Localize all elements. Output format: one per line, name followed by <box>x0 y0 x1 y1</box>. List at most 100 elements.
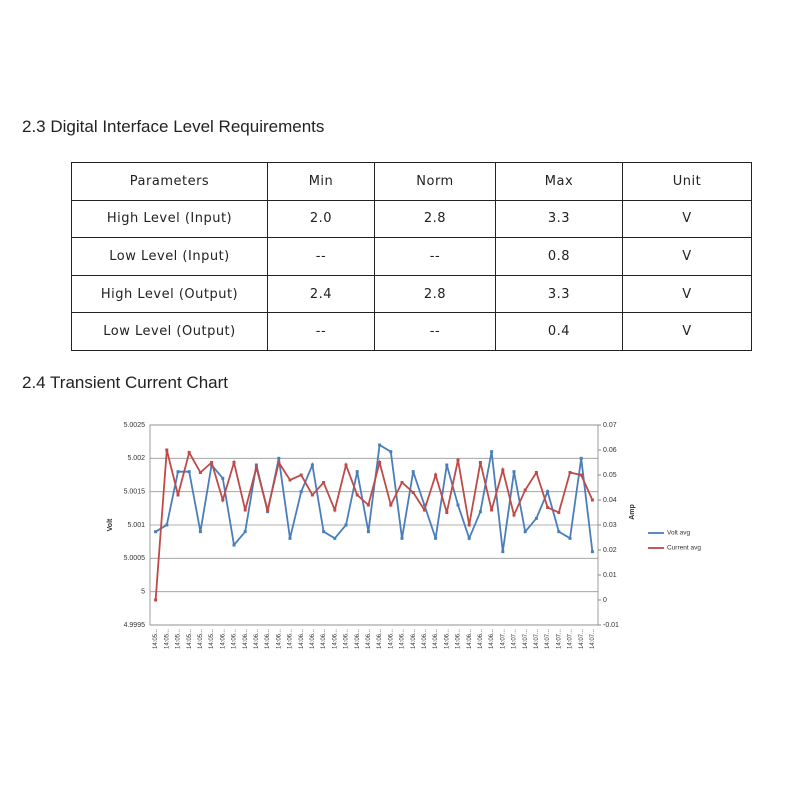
point-marker <box>322 530 326 534</box>
x-tick-label: 14:05... <box>198 629 204 649</box>
x-tick-label: 14:07... <box>534 629 540 649</box>
point-marker <box>467 523 471 527</box>
point-marker <box>411 470 415 474</box>
point-marker <box>445 511 449 514</box>
table-cell: -- <box>267 237 375 276</box>
point-marker <box>501 468 505 472</box>
point-marker <box>400 536 404 540</box>
x-tick-label: 14:06... <box>288 629 294 649</box>
y2-tick-label: 0.06 <box>603 447 617 454</box>
point-marker <box>187 470 191 474</box>
y-tick-label: 4.9995 <box>124 622 146 629</box>
point-marker <box>579 456 583 460</box>
x-tick-label: 14:07... <box>512 629 518 649</box>
point-marker <box>546 506 550 509</box>
x-tick-label: 14:05... <box>209 629 215 649</box>
point-marker <box>411 491 415 494</box>
point-marker <box>299 490 303 494</box>
section-title: 2.4 Transient Current Chart <box>22 373 228 392</box>
point-marker <box>523 488 527 492</box>
x-tick-label: 14:05... <box>164 629 170 649</box>
table-cell: Min <box>267 162 375 201</box>
point-marker <box>310 463 314 467</box>
point-marker <box>355 493 359 497</box>
x-tick-label: 14:06... <box>355 629 361 649</box>
x-tick-label: 14:07... <box>590 629 596 649</box>
table-cell: 2.4 <box>267 274 375 314</box>
point-marker <box>344 523 348 527</box>
point-marker <box>221 498 225 502</box>
point-marker <box>490 508 494 512</box>
x-tick-label: 14:06... <box>321 629 327 649</box>
table-cell: 2.0 <box>267 199 375 239</box>
x-tick-label: 14:06... <box>467 629 473 649</box>
table-row: High Level (Input) 2.0 2.8 3.3 V <box>71 199 752 239</box>
point-marker <box>154 530 158 534</box>
point-marker <box>232 461 236 464</box>
table-cell: 3.3 <box>495 274 623 314</box>
point-marker <box>422 508 426 512</box>
point-marker <box>333 536 337 540</box>
table-cell: 2.8 <box>374 199 496 239</box>
point-marker <box>490 450 494 454</box>
point-marker <box>389 503 393 507</box>
point-marker <box>366 530 370 534</box>
x-tick-label: 14:06... <box>220 629 226 649</box>
point-marker <box>456 503 460 507</box>
table-cell: V <box>622 199 752 239</box>
point-marker <box>243 530 247 534</box>
point-marker <box>344 463 348 467</box>
x-tick-label: 14:05... <box>187 629 193 649</box>
table-cell: -- <box>374 237 496 276</box>
x-tick-label: 14:06... <box>254 629 260 649</box>
x-tick-label: 14:06... <box>411 629 417 649</box>
y-tick-label: 5.0015 <box>124 489 146 496</box>
point-marker <box>512 513 516 517</box>
point-marker <box>534 516 538 520</box>
x-tick-label: 14:06... <box>310 629 316 649</box>
point-marker <box>456 458 460 462</box>
point-marker <box>266 510 270 514</box>
point-marker <box>478 461 482 464</box>
x-tick-label: 14:06... <box>422 629 428 649</box>
point-marker <box>310 493 314 497</box>
x-tick-label: 14:07... <box>523 629 529 649</box>
point-marker <box>512 470 516 474</box>
point-marker <box>254 466 258 469</box>
table-cell: Low Level (Output) <box>71 312 268 351</box>
y-tick-label: 5.0005 <box>124 555 146 562</box>
requirements-table: Parameters Min Norm Max Unit High Level (Inpu… <box>71 162 752 351</box>
section-title: 2.3 Digital Interface Level Requirements <box>22 117 325 136</box>
y2-tick-label: 0.01 <box>603 572 617 579</box>
x-tick-label: 14:06... <box>243 629 249 649</box>
table-cell: Norm <box>374 162 496 201</box>
table-cell: V <box>622 312 752 351</box>
y-tick-label: 5 <box>141 589 145 596</box>
y-tick-label: 5.002 <box>127 455 145 462</box>
x-tick-label: 14:06... <box>400 629 406 649</box>
x-tick-label: 14:06... <box>388 629 394 649</box>
series-line <box>155 443 594 552</box>
point-marker <box>288 478 292 482</box>
x-tick-label: 14:06... <box>366 629 372 649</box>
x-tick-label: 14:07... <box>545 629 551 649</box>
x-tick-label: 14:06... <box>276 629 282 649</box>
point-marker <box>501 550 505 554</box>
table-row: Low Level (Output) -- -- 0.4 V <box>71 312 752 351</box>
table-cell: High Level (Output) <box>71 274 268 314</box>
point-marker <box>299 473 303 477</box>
point-marker <box>266 508 270 512</box>
table-cell: 3.3 <box>495 199 623 239</box>
x-tick-label: 14:06... <box>299 629 305 649</box>
x-tick-label: 14:07... <box>579 629 585 649</box>
y2-tick-label: 0.07 <box>603 422 617 429</box>
legend-label: Volt avg <box>667 530 691 537</box>
point-marker <box>467 536 471 540</box>
point-marker <box>400 481 404 484</box>
table-cell: High Level (Input) <box>71 199 268 239</box>
point-marker <box>277 461 281 464</box>
table-cell: -- <box>374 312 496 351</box>
table-cell: Parameters <box>71 162 268 201</box>
x-tick-label: 14:06... <box>444 629 450 649</box>
